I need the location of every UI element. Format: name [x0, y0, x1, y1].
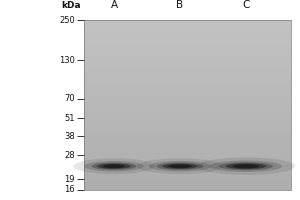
Ellipse shape [84, 161, 144, 171]
Text: 250: 250 [59, 16, 75, 25]
Ellipse shape [157, 163, 203, 170]
Ellipse shape [149, 161, 211, 171]
Text: A: A [110, 0, 118, 10]
Ellipse shape [168, 164, 192, 168]
Ellipse shape [73, 158, 155, 174]
Ellipse shape [232, 164, 260, 168]
Ellipse shape [137, 158, 223, 174]
Ellipse shape [210, 160, 282, 172]
Text: kDa: kDa [61, 1, 81, 10]
Text: 51: 51 [64, 114, 75, 123]
Bar [84, 20, 291, 190]
Text: 16: 16 [64, 185, 75, 194]
Ellipse shape [197, 158, 295, 175]
Ellipse shape [103, 164, 125, 168]
Text: 28: 28 [64, 151, 75, 160]
Text: 130: 130 [59, 56, 75, 65]
Ellipse shape [226, 163, 266, 169]
Ellipse shape [163, 164, 198, 169]
Text: 38: 38 [64, 132, 75, 141]
Text: 19: 19 [64, 175, 75, 184]
Ellipse shape [97, 164, 131, 169]
Text: 70: 70 [64, 94, 75, 103]
Text: C: C [242, 0, 250, 10]
Ellipse shape [92, 163, 136, 170]
Text: B: B [176, 0, 184, 10]
Ellipse shape [219, 162, 273, 170]
